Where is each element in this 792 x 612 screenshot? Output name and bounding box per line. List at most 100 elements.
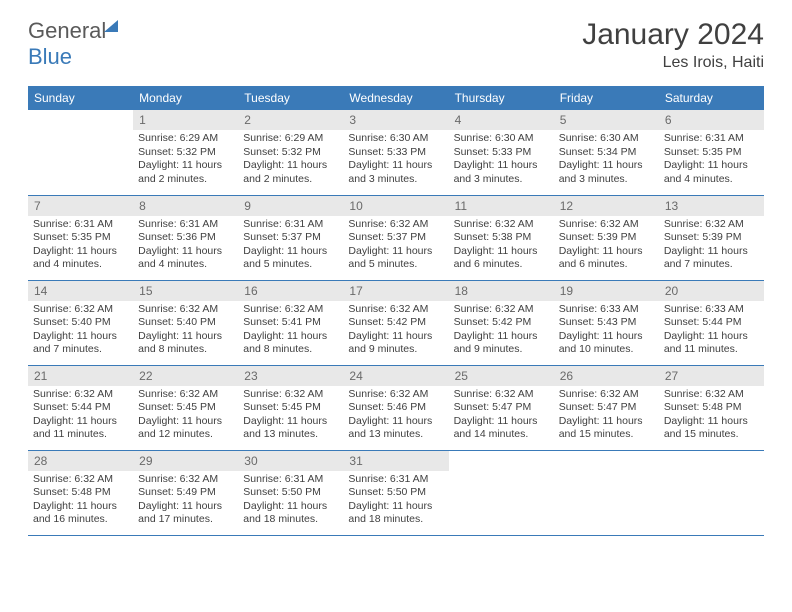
sunset: Sunset: 5:38 PM bbox=[454, 231, 549, 245]
day-cell: 5Sunrise: 6:30 AMSunset: 5:34 PMDaylight… bbox=[554, 110, 659, 195]
day-cell: 13Sunrise: 6:32 AMSunset: 5:39 PMDayligh… bbox=[659, 195, 764, 280]
day-number: 1 bbox=[133, 110, 238, 130]
day-data: Sunrise: 6:31 AMSunset: 5:50 PMDaylight:… bbox=[343, 471, 448, 532]
day-cell: 8Sunrise: 6:31 AMSunset: 5:36 PMDaylight… bbox=[133, 195, 238, 280]
day-data: Sunrise: 6:32 AMSunset: 5:47 PMDaylight:… bbox=[449, 386, 554, 447]
day-cell: 17Sunrise: 6:32 AMSunset: 5:42 PMDayligh… bbox=[343, 280, 448, 365]
dow-mon: Monday bbox=[133, 86, 238, 110]
day-number: 2 bbox=[238, 110, 343, 130]
day-data: Sunrise: 6:32 AMSunset: 5:48 PMDaylight:… bbox=[28, 471, 133, 532]
sunset: Sunset: 5:39 PM bbox=[664, 231, 759, 245]
sunrise: Sunrise: 6:32 AM bbox=[33, 473, 128, 487]
day-number: 15 bbox=[133, 281, 238, 301]
day-cell: 14Sunrise: 6:32 AMSunset: 5:40 PMDayligh… bbox=[28, 280, 133, 365]
day-number: 31 bbox=[343, 451, 448, 471]
sunset: Sunset: 5:34 PM bbox=[559, 146, 654, 160]
brand-logo: General Blue bbox=[28, 18, 118, 70]
daylight: Daylight: 11 hours and 9 minutes. bbox=[454, 330, 549, 357]
daylight: Daylight: 11 hours and 2 minutes. bbox=[243, 159, 338, 186]
day-cell bbox=[659, 450, 764, 535]
day-number: 22 bbox=[133, 366, 238, 386]
calendar-weeks: 1Sunrise: 6:29 AMSunset: 5:32 PMDaylight… bbox=[28, 110, 764, 536]
day-cell: 10Sunrise: 6:32 AMSunset: 5:37 PMDayligh… bbox=[343, 195, 448, 280]
day-number: 27 bbox=[659, 366, 764, 386]
sunset: Sunset: 5:32 PM bbox=[138, 146, 233, 160]
day-number: 23 bbox=[238, 366, 343, 386]
daylight: Daylight: 11 hours and 6 minutes. bbox=[559, 245, 654, 272]
sunrise: Sunrise: 6:31 AM bbox=[33, 218, 128, 232]
sunrise: Sunrise: 6:29 AM bbox=[243, 132, 338, 146]
day-number: 16 bbox=[238, 281, 343, 301]
day-cell: 29Sunrise: 6:32 AMSunset: 5:49 PMDayligh… bbox=[133, 450, 238, 535]
day-data: Sunrise: 6:32 AMSunset: 5:48 PMDaylight:… bbox=[659, 386, 764, 447]
day-number: 20 bbox=[659, 281, 764, 301]
sunset: Sunset: 5:44 PM bbox=[33, 401, 128, 415]
day-cell: 31Sunrise: 6:31 AMSunset: 5:50 PMDayligh… bbox=[343, 450, 448, 535]
day-number: 8 bbox=[133, 196, 238, 216]
calendar-table: Sunday Monday Tuesday Wednesday Thursday… bbox=[28, 86, 764, 110]
sunrise: Sunrise: 6:32 AM bbox=[664, 218, 759, 232]
day-number: 29 bbox=[133, 451, 238, 471]
day-number: 7 bbox=[28, 196, 133, 216]
sunset: Sunset: 5:37 PM bbox=[243, 231, 338, 245]
sunset: Sunset: 5:44 PM bbox=[664, 316, 759, 330]
daylight: Daylight: 11 hours and 18 minutes. bbox=[348, 500, 443, 527]
daylight: Daylight: 11 hours and 12 minutes. bbox=[138, 415, 233, 442]
day-data: Sunrise: 6:32 AMSunset: 5:45 PMDaylight:… bbox=[133, 386, 238, 447]
day-cell: 16Sunrise: 6:32 AMSunset: 5:41 PMDayligh… bbox=[238, 280, 343, 365]
day-cell: 20Sunrise: 6:33 AMSunset: 5:44 PMDayligh… bbox=[659, 280, 764, 365]
dow-sun: Sunday bbox=[28, 86, 133, 110]
week-row: 21Sunrise: 6:32 AMSunset: 5:44 PMDayligh… bbox=[28, 365, 764, 450]
sunrise: Sunrise: 6:31 AM bbox=[243, 473, 338, 487]
brand-part1: General bbox=[28, 18, 106, 43]
sunset: Sunset: 5:45 PM bbox=[138, 401, 233, 415]
day-number: 24 bbox=[343, 366, 448, 386]
daylight: Daylight: 11 hours and 3 minutes. bbox=[348, 159, 443, 186]
title-block: January 2024 Les Irois, Haiti bbox=[582, 18, 764, 72]
sunset: Sunset: 5:50 PM bbox=[348, 486, 443, 500]
daylight: Daylight: 11 hours and 5 minutes. bbox=[243, 245, 338, 272]
week-row: 7Sunrise: 6:31 AMSunset: 5:35 PMDaylight… bbox=[28, 195, 764, 280]
sunrise: Sunrise: 6:32 AM bbox=[138, 388, 233, 402]
sunset: Sunset: 5:45 PM bbox=[243, 401, 338, 415]
day-data: Sunrise: 6:32 AMSunset: 5:44 PMDaylight:… bbox=[28, 386, 133, 447]
sunset: Sunset: 5:40 PM bbox=[138, 316, 233, 330]
daylight: Daylight: 11 hours and 13 minutes. bbox=[348, 415, 443, 442]
sunset: Sunset: 5:49 PM bbox=[138, 486, 233, 500]
week-row: 28Sunrise: 6:32 AMSunset: 5:48 PMDayligh… bbox=[28, 450, 764, 535]
day-cell: 12Sunrise: 6:32 AMSunset: 5:39 PMDayligh… bbox=[554, 195, 659, 280]
day-data: Sunrise: 6:31 AMSunset: 5:35 PMDaylight:… bbox=[659, 130, 764, 191]
day-cell bbox=[28, 110, 133, 195]
sunset: Sunset: 5:40 PM bbox=[33, 316, 128, 330]
sunrise: Sunrise: 6:32 AM bbox=[454, 218, 549, 232]
day-cell: 23Sunrise: 6:32 AMSunset: 5:45 PMDayligh… bbox=[238, 365, 343, 450]
sunrise: Sunrise: 6:32 AM bbox=[559, 388, 654, 402]
day-cell: 18Sunrise: 6:32 AMSunset: 5:42 PMDayligh… bbox=[449, 280, 554, 365]
day-data: Sunrise: 6:29 AMSunset: 5:32 PMDaylight:… bbox=[133, 130, 238, 191]
day-number: 12 bbox=[554, 196, 659, 216]
day-data: Sunrise: 6:32 AMSunset: 5:42 PMDaylight:… bbox=[449, 301, 554, 362]
day-cell: 28Sunrise: 6:32 AMSunset: 5:48 PMDayligh… bbox=[28, 450, 133, 535]
dow-wed: Wednesday bbox=[343, 86, 448, 110]
day-data: Sunrise: 6:32 AMSunset: 5:42 PMDaylight:… bbox=[343, 301, 448, 362]
day-number: 21 bbox=[28, 366, 133, 386]
sunset: Sunset: 5:46 PM bbox=[348, 401, 443, 415]
day-data: Sunrise: 6:33 AMSunset: 5:43 PMDaylight:… bbox=[554, 301, 659, 362]
day-data: Sunrise: 6:32 AMSunset: 5:40 PMDaylight:… bbox=[133, 301, 238, 362]
day-number: 11 bbox=[449, 196, 554, 216]
daylight: Daylight: 11 hours and 7 minutes. bbox=[664, 245, 759, 272]
day-cell: 22Sunrise: 6:32 AMSunset: 5:45 PMDayligh… bbox=[133, 365, 238, 450]
dow-fri: Friday bbox=[554, 86, 659, 110]
sunset: Sunset: 5:35 PM bbox=[664, 146, 759, 160]
day-cell: 26Sunrise: 6:32 AMSunset: 5:47 PMDayligh… bbox=[554, 365, 659, 450]
sunset: Sunset: 5:41 PM bbox=[243, 316, 338, 330]
daylight: Daylight: 11 hours and 16 minutes. bbox=[33, 500, 128, 527]
sunrise: Sunrise: 6:33 AM bbox=[664, 303, 759, 317]
day-number: 4 bbox=[449, 110, 554, 130]
sunrise: Sunrise: 6:30 AM bbox=[348, 132, 443, 146]
sunrise: Sunrise: 6:31 AM bbox=[243, 218, 338, 232]
dow-thu: Thursday bbox=[449, 86, 554, 110]
sunset: Sunset: 5:48 PM bbox=[664, 401, 759, 415]
day-cell: 30Sunrise: 6:31 AMSunset: 5:50 PMDayligh… bbox=[238, 450, 343, 535]
sunrise: Sunrise: 6:33 AM bbox=[559, 303, 654, 317]
